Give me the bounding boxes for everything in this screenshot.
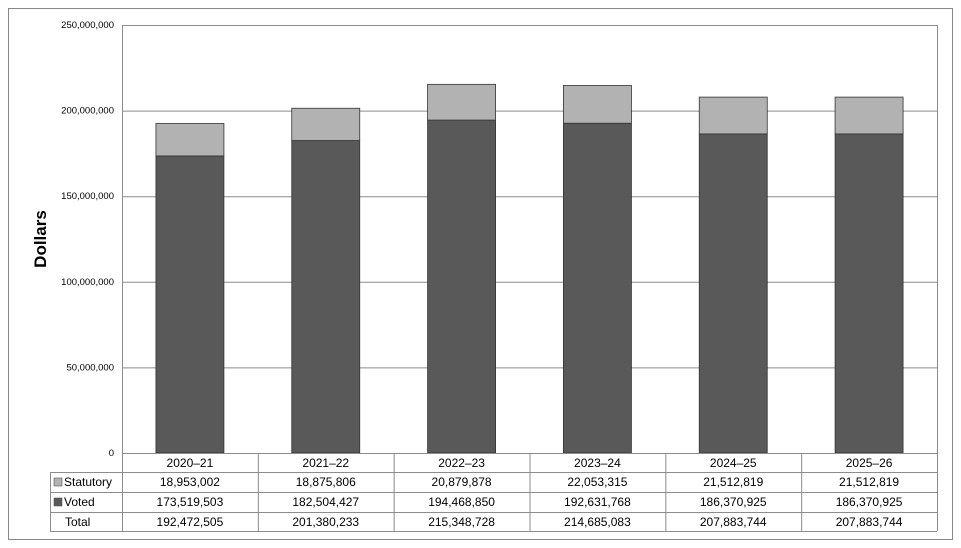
legend-key-voted bbox=[53, 497, 63, 507]
y-tick-label: 0 bbox=[109, 448, 114, 459]
table-cell-total: 207,883,744 bbox=[700, 515, 767, 529]
bar-voted bbox=[834, 133, 904, 454]
category-label: 2024–25 bbox=[710, 456, 757, 470]
bar-voted bbox=[291, 140, 361, 454]
category-label: 2020–21 bbox=[167, 456, 214, 470]
table-cell: 20,879,878 bbox=[432, 475, 492, 489]
table-cell-total: 192,472,505 bbox=[157, 515, 224, 529]
table-cell: 18,953,002 bbox=[160, 475, 220, 489]
table-cell: 21,512,819 bbox=[839, 475, 899, 489]
y-axis-title: Dollars bbox=[31, 210, 50, 268]
table-cell-total: 201,380,233 bbox=[292, 515, 359, 529]
table-cell: 173,519,503 bbox=[157, 495, 224, 509]
bar-statutory bbox=[698, 96, 768, 135]
table-cell: 182,504,427 bbox=[292, 495, 359, 509]
table-cell-total: 214,685,083 bbox=[564, 515, 631, 529]
y-tick-label: 100,000,000 bbox=[61, 277, 114, 288]
category-label: 2023–24 bbox=[574, 456, 621, 470]
table-cell: 21,512,819 bbox=[703, 475, 763, 489]
table-cell-total: 207,883,744 bbox=[836, 515, 903, 529]
bar-statutory bbox=[563, 85, 632, 124]
legend-label: Statutory bbox=[64, 475, 112, 489]
y-tick-label: 50,000,000 bbox=[66, 362, 114, 373]
bar-statutory bbox=[834, 96, 904, 135]
bar-voted bbox=[155, 155, 225, 454]
category-label: 2025–26 bbox=[846, 456, 893, 470]
bar-statutory bbox=[291, 107, 361, 141]
table-cell-total: 215,348,728 bbox=[428, 515, 495, 529]
table-cell: 194,468,850 bbox=[428, 495, 495, 509]
bar-statutory bbox=[155, 123, 225, 157]
y-tick-label: 200,000,000 bbox=[61, 106, 114, 117]
total-label: Total bbox=[65, 515, 90, 529]
category-label: 2021–22 bbox=[302, 456, 349, 470]
bar-statutory bbox=[427, 83, 496, 121]
table-cell: 192,631,768 bbox=[564, 495, 631, 509]
y-tick-label: 150,000,000 bbox=[61, 191, 114, 202]
legend-key-statutory bbox=[53, 477, 63, 487]
bar-voted bbox=[698, 133, 768, 454]
bar-voted bbox=[427, 119, 496, 454]
bar-voted bbox=[563, 122, 632, 454]
y-tick-label: 250,000,000 bbox=[61, 20, 114, 31]
legend-label: Voted bbox=[64, 495, 95, 509]
table-cell: 18,875,806 bbox=[296, 475, 356, 489]
category-label: 2022–23 bbox=[438, 456, 485, 470]
table-cell: 186,370,925 bbox=[700, 495, 767, 509]
table-cell: 186,370,925 bbox=[836, 495, 903, 509]
table-cell: 22,053,315 bbox=[567, 475, 627, 489]
